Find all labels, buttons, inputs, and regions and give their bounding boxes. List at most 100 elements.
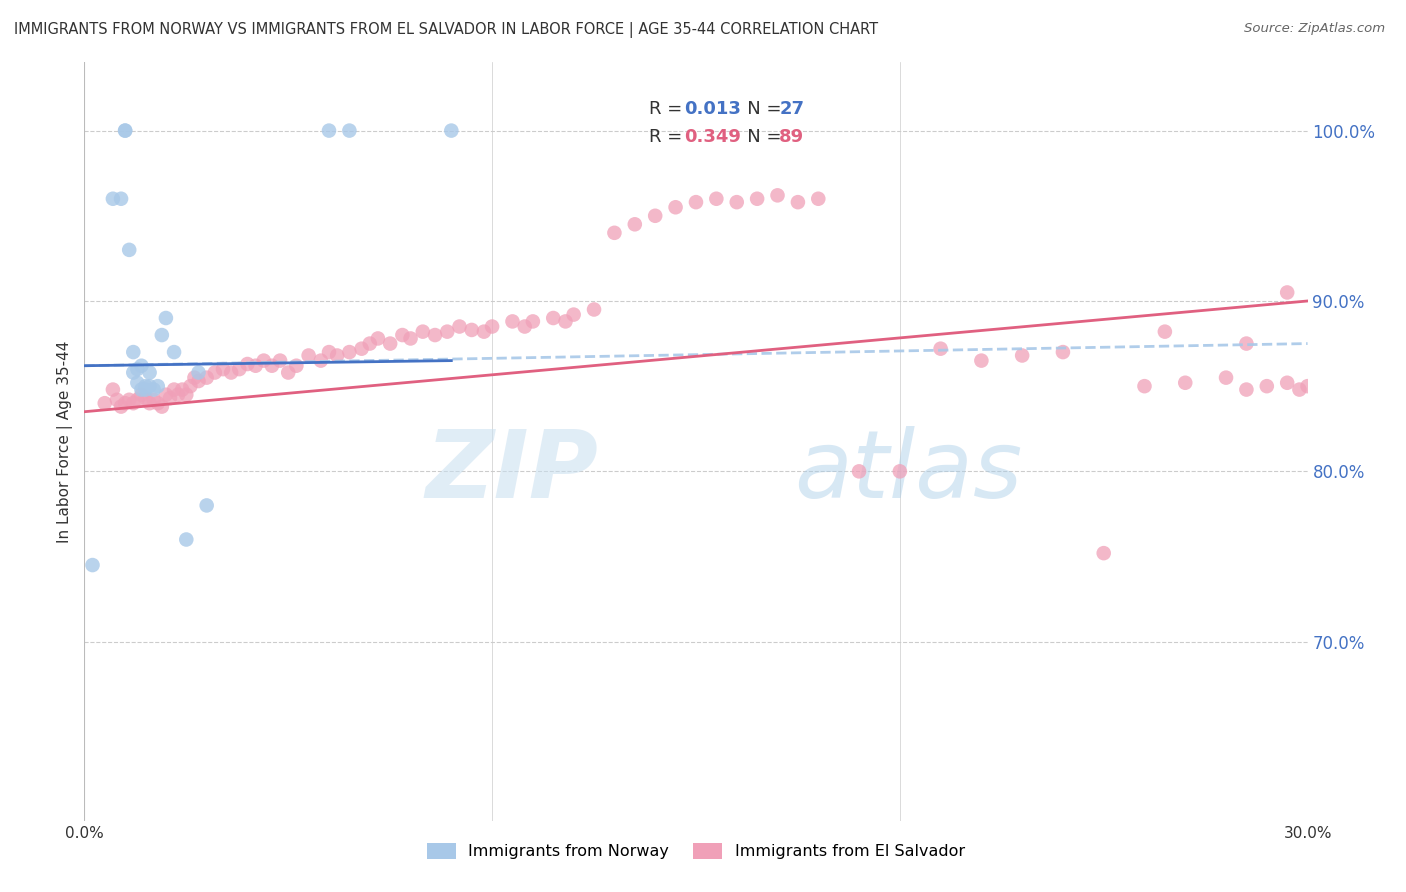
Point [1277, 285, 1299, 300]
Point [260, 359, 283, 373]
Point [929, 342, 952, 356]
Point [1288, 383, 1310, 397]
Point [502, 314, 524, 328]
Legend: Immigrants from Norway, Immigrants from El Salvador: Immigrants from Norway, Immigrants from … [420, 837, 972, 866]
Point [380, 336, 402, 351]
Point [436, 325, 458, 339]
Point [167, 387, 190, 401]
Point [101, 192, 124, 206]
Point [970, 353, 993, 368]
Point [82, 558, 104, 572]
Point [179, 379, 201, 393]
Point [146, 396, 169, 410]
Point [219, 366, 242, 380]
Point [269, 353, 291, 368]
Point [114, 396, 136, 410]
Point [138, 396, 160, 410]
Point [412, 325, 434, 339]
Text: N =: N = [730, 128, 787, 146]
Text: atlas: atlas [794, 426, 1022, 517]
Point [146, 379, 169, 393]
Point [350, 342, 373, 356]
Point [122, 345, 145, 359]
Point [472, 325, 495, 339]
Point [1296, 379, 1319, 393]
Point [1215, 370, 1237, 384]
Point [685, 195, 707, 210]
Point [127, 376, 149, 390]
Point [138, 379, 160, 393]
Point [1052, 345, 1074, 359]
Point [481, 319, 503, 334]
Point [1174, 376, 1197, 390]
Point [1236, 383, 1258, 397]
Point [163, 383, 186, 397]
Point [138, 366, 160, 380]
Point [423, 328, 446, 343]
Point [644, 209, 666, 223]
Text: Source: ZipAtlas.com: Source: ZipAtlas.com [1244, 22, 1385, 36]
Point [228, 362, 250, 376]
Point [183, 370, 205, 384]
Point [706, 192, 728, 206]
Point [318, 345, 340, 359]
Point [326, 349, 349, 363]
Point [554, 314, 576, 328]
Point [122, 366, 145, 380]
Point [131, 387, 153, 401]
Point [461, 323, 484, 337]
Point [187, 366, 209, 380]
Text: R =: R = [650, 128, 689, 146]
Point [142, 392, 165, 407]
Point [155, 311, 177, 326]
Y-axis label: In Labor Force | Age 35-44: In Labor Force | Age 35-44 [58, 341, 73, 542]
Point [543, 311, 565, 326]
Point [285, 359, 308, 373]
Point [766, 188, 789, 202]
Point [449, 319, 471, 334]
Point [127, 362, 149, 376]
Point [603, 226, 626, 240]
Point [367, 331, 389, 345]
Text: 0.349: 0.349 [683, 128, 741, 146]
Point [135, 379, 157, 393]
Point [131, 359, 153, 373]
Point [118, 392, 141, 407]
Point [339, 123, 361, 137]
Point [150, 328, 173, 343]
Point [747, 192, 769, 206]
Point [135, 383, 157, 397]
Point [1256, 379, 1278, 393]
Point [114, 123, 136, 137]
Point [298, 349, 321, 363]
Point [339, 345, 361, 359]
Point [277, 366, 299, 380]
Point [163, 345, 186, 359]
Point [1133, 379, 1156, 393]
Point [131, 383, 153, 397]
Point [135, 391, 157, 405]
Point [142, 383, 165, 397]
Point [101, 383, 124, 397]
Point [105, 392, 128, 407]
Point [787, 195, 810, 210]
Point [195, 370, 218, 384]
Point [889, 464, 911, 478]
Point [159, 391, 181, 405]
Point [253, 353, 276, 368]
Point [513, 319, 536, 334]
Text: 89: 89 [779, 128, 804, 146]
Point [118, 243, 141, 257]
Point [359, 336, 381, 351]
Point [1011, 349, 1033, 363]
Point [725, 195, 748, 210]
Point [399, 331, 422, 345]
Point [110, 400, 132, 414]
Point [174, 387, 197, 401]
Point [1154, 325, 1177, 339]
Point [624, 217, 647, 231]
Point [848, 464, 870, 478]
Point [195, 499, 218, 513]
Text: R =: R = [650, 101, 689, 119]
Point [114, 123, 136, 137]
